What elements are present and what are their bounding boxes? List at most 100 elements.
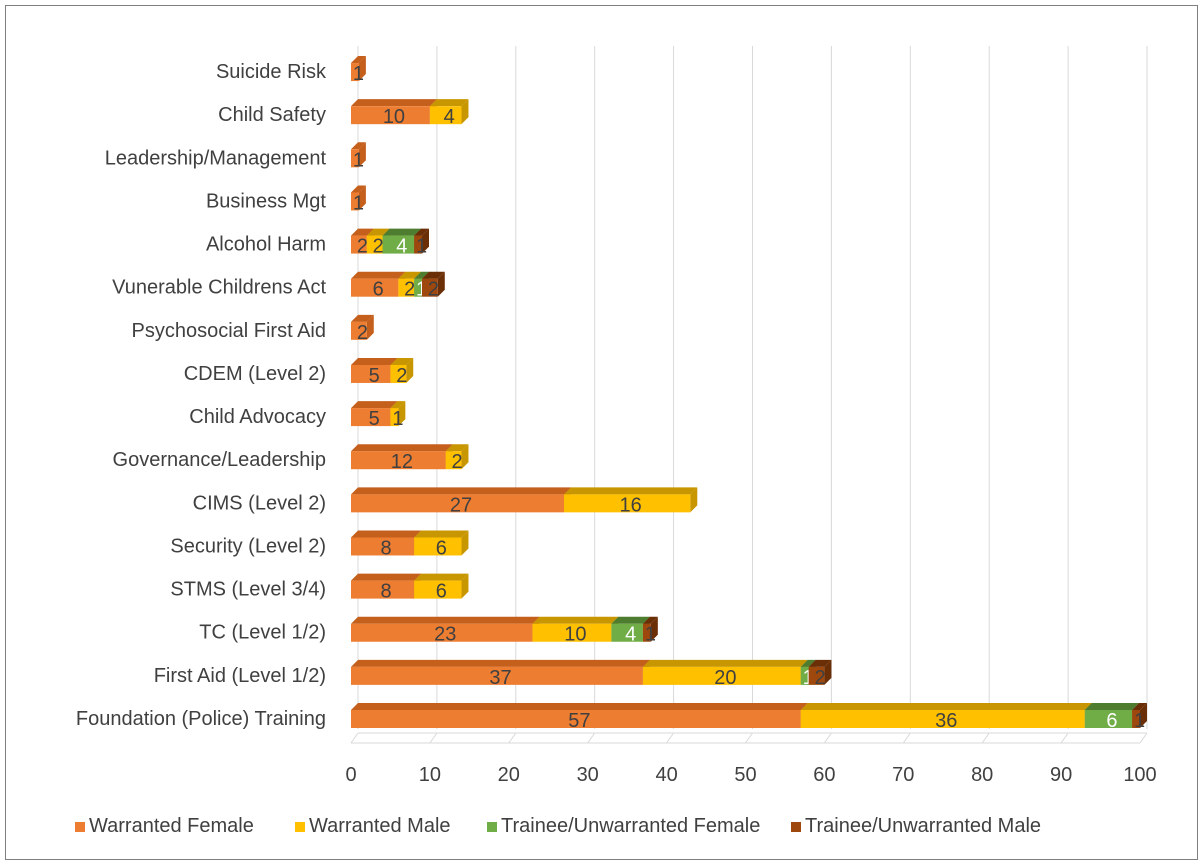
bar-side <box>690 487 698 513</box>
bar-segment <box>351 106 430 125</box>
category-label: Child Advocacy <box>189 406 326 428</box>
bar-segment <box>414 537 462 556</box>
bar-segment <box>351 580 415 599</box>
data-label: 2 <box>373 236 384 258</box>
bar-segment <box>351 192 359 211</box>
bar-top <box>564 487 698 495</box>
category-label: Suicide Risk <box>216 61 327 83</box>
category-label: CDEM (Level 2) <box>184 363 326 385</box>
x-tick-label: 50 <box>734 764 756 786</box>
bar-top <box>611 616 650 624</box>
bar-side <box>461 530 469 556</box>
bar-top <box>351 271 406 279</box>
bar-top <box>351 185 366 193</box>
gridline-floor <box>508 732 517 744</box>
category-label: First Aid (Level 1/2) <box>154 665 326 687</box>
data-label: 6 <box>373 279 384 301</box>
data-label: 1 <box>803 667 814 689</box>
bar-top <box>390 401 406 409</box>
bar-segment <box>351 710 801 728</box>
bar-segment <box>642 623 651 642</box>
legend-label: Warranted Male <box>309 815 451 837</box>
x-tick-label: 40 <box>655 764 677 786</box>
bar-top <box>422 271 445 279</box>
x-tick-label: 90 <box>1050 764 1072 786</box>
bar-side <box>1140 703 1147 728</box>
gridline-floor <box>1139 732 1148 744</box>
bar-top <box>808 659 832 667</box>
bar-top <box>366 228 390 236</box>
bar-top <box>800 659 816 667</box>
bar-segment <box>351 364 391 383</box>
bar-side <box>461 99 469 125</box>
bar-segment <box>445 451 462 470</box>
data-label: 4 <box>444 106 455 128</box>
data-label: 12 <box>391 451 413 473</box>
bar-segment <box>611 623 643 642</box>
x-tick-label: 20 <box>498 764 520 786</box>
bar-segment <box>642 666 801 685</box>
bar-top <box>351 659 650 667</box>
bar-top <box>351 487 572 495</box>
bar-segment <box>800 710 1085 728</box>
data-label: 1 <box>416 279 427 301</box>
gridline-floor <box>745 732 753 744</box>
data-label: 4 <box>396 236 407 258</box>
x-tick-label: 80 <box>971 764 993 786</box>
gridline-floor <box>587 732 596 744</box>
category-label: Business Mgt <box>206 190 326 212</box>
data-label: 1 <box>645 624 656 646</box>
data-label: 2 <box>452 451 463 473</box>
bar-segment <box>366 235 383 254</box>
category-label: TC (Level 1/2) <box>199 622 326 644</box>
data-label: 57 <box>568 710 590 732</box>
bar-segment <box>351 321 367 340</box>
bar-side <box>398 401 406 427</box>
data-label: 1 <box>353 149 364 171</box>
category-label: Security (Level 2) <box>170 535 326 557</box>
data-label: 20 <box>714 667 736 689</box>
bar-top <box>351 573 422 581</box>
bar-segment <box>422 278 438 297</box>
data-label: 6 <box>436 581 447 603</box>
bar-side <box>650 616 658 642</box>
bar-segment <box>351 494 565 513</box>
bar-top <box>351 530 422 538</box>
bar-segment <box>398 278 415 297</box>
data-label: 37 <box>489 667 511 689</box>
data-label: 1 <box>416 236 427 258</box>
bar-segment <box>351 537 415 556</box>
gridline-floor <box>1060 732 1069 744</box>
data-label: 2 <box>357 236 368 258</box>
bar-segment <box>564 494 691 513</box>
bar-segment <box>351 63 359 82</box>
gridline-floor <box>902 732 911 744</box>
data-label: 4 <box>625 624 636 646</box>
data-label: 6 <box>436 537 447 559</box>
category-label: Governance/Leadership <box>113 449 326 471</box>
legend-label: Trainee/Unwarranted Female <box>501 815 760 837</box>
gridline-floor <box>823 732 832 744</box>
bar-top <box>390 357 414 365</box>
bar-top <box>351 616 540 624</box>
legend-swatch <box>487 822 497 832</box>
bar-top <box>642 659 808 667</box>
bar-top <box>1132 703 1147 710</box>
gridline-floor <box>666 732 675 744</box>
x-tick-label: 0 <box>345 764 356 786</box>
legend-swatch <box>791 822 801 832</box>
category-label: CIMS (Level 2) <box>193 492 326 514</box>
bar-segment <box>808 666 825 685</box>
bar-segment <box>1084 710 1133 728</box>
bar-side <box>461 573 469 599</box>
data-label: 2 <box>404 279 415 301</box>
data-label: 10 <box>564 624 586 646</box>
data-label: 2 <box>357 322 368 344</box>
bar-segment <box>414 278 423 297</box>
bar-segment <box>351 666 643 685</box>
bar-segment <box>1132 710 1140 728</box>
legend-swatch <box>75 822 85 832</box>
bar-segment <box>351 451 446 470</box>
bar-top <box>351 401 398 409</box>
